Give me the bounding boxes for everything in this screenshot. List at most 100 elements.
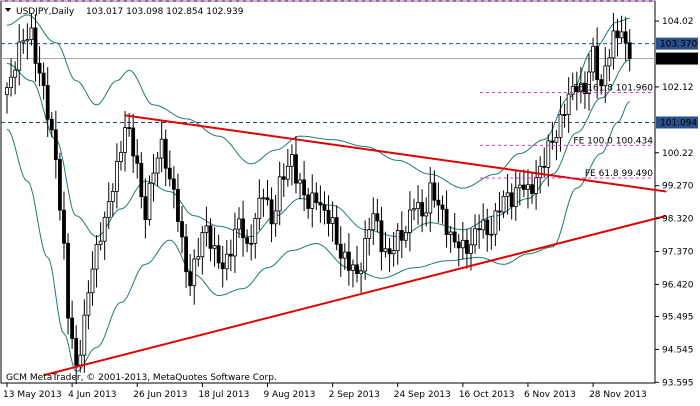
y-tick-label-4: 98.320 xyxy=(662,215,694,225)
candle-body-78 xyxy=(322,204,327,211)
candle-body-114 xyxy=(469,244,473,254)
candle-body-146 xyxy=(599,79,604,87)
symbol-label: USDJPY,Daily xyxy=(16,7,75,17)
y-tick-label-3: 99.270 xyxy=(662,182,694,192)
candle-body-88 xyxy=(363,238,368,272)
price-level-labels: 103.370 102.939 101.094 xyxy=(656,37,698,129)
price-box-label-1: 102.939 xyxy=(660,55,697,65)
candle-body-115 xyxy=(473,228,477,246)
candle-body-48 xyxy=(200,232,205,258)
candle-body-42 xyxy=(176,188,180,223)
candle-body-132 xyxy=(542,165,547,168)
y-tick-label-6: 96.420 xyxy=(662,280,694,290)
candle-body-121 xyxy=(497,210,502,213)
candle-body-12 xyxy=(53,129,58,160)
candle-body-102 xyxy=(420,202,425,217)
candle-body-91 xyxy=(375,213,380,222)
bollinger-upper-band xyxy=(6,14,630,189)
candle-body-56 xyxy=(233,228,237,257)
price-box-label-0: 103.370 xyxy=(660,40,697,50)
candle-body-16 xyxy=(70,317,75,339)
candle-body-71 xyxy=(294,154,298,184)
candle-body-97 xyxy=(399,230,404,241)
symbol-arrow-icon xyxy=(5,8,11,12)
candle-body-96 xyxy=(395,230,400,251)
ohlc-values: 103.017 103.098 102.854 102.939 xyxy=(86,7,244,17)
candle-body-110 xyxy=(452,231,457,243)
x-tick-label-6: 24 Sep 2013 xyxy=(394,390,451,400)
x-tick-label-9: 28 Nov 2013 xyxy=(589,390,647,400)
candle-body-72 xyxy=(298,179,302,184)
x-tick-label-8: 6 Nov 2013 xyxy=(524,390,576,400)
candle-body-6 xyxy=(29,27,34,40)
x-tick-label-1: 4 Jun 2013 xyxy=(68,390,116,400)
x-tick-label-4: 9 Aug 2013 xyxy=(263,390,315,400)
candle-body-144 xyxy=(591,45,595,73)
candle-body-52 xyxy=(216,245,221,264)
x-tick-label-3: 18 Jul 2013 xyxy=(198,390,249,400)
candle-body-101 xyxy=(416,202,420,210)
candle-body-50 xyxy=(208,225,213,249)
candle-body-151 xyxy=(619,31,624,39)
candle-body-80 xyxy=(330,217,335,224)
horizontal-levels xyxy=(1,0,655,123)
candle-body-83 xyxy=(342,251,347,259)
candle-body-107 xyxy=(440,204,445,210)
y-tick-label-9: 93.595 xyxy=(662,378,694,388)
candle-body-113 xyxy=(465,239,469,254)
candle-body-124 xyxy=(509,192,514,207)
candle-body-47 xyxy=(196,256,201,260)
candle-body-45 xyxy=(188,271,193,287)
candle-body-79 xyxy=(326,209,331,224)
candle-body-61 xyxy=(253,218,258,244)
x-axis-ticks: 13 May 2013 4 Jun 2013 26 Jun 2013 18 Jul 2… xyxy=(3,383,647,400)
candle-body-13 xyxy=(58,159,62,211)
candle-body-119 xyxy=(489,233,494,236)
candle-body-35 xyxy=(147,182,152,221)
price-box-0 xyxy=(656,37,698,50)
x-tick-label-7: 16 Oct 2013 xyxy=(459,390,515,400)
candle-body-22 xyxy=(94,244,99,270)
candle-body-82 xyxy=(338,243,343,259)
candle-body-65 xyxy=(269,199,274,225)
y-tick-label-5: 97.370 xyxy=(662,248,694,258)
candle-body-67 xyxy=(277,176,282,212)
candle-body-20 xyxy=(86,292,91,316)
candle-body-14 xyxy=(62,209,66,244)
y-tick-label-7: 95.495 xyxy=(662,312,694,322)
candle-body-60 xyxy=(249,242,254,245)
candle-body-138 xyxy=(566,93,571,116)
candle-body-149 xyxy=(611,30,616,59)
candle-body-29 xyxy=(123,127,127,153)
candle-body-17 xyxy=(74,338,79,366)
candle-body-40 xyxy=(167,167,172,180)
candle-body-111 xyxy=(456,241,461,249)
candle-body-34 xyxy=(143,196,148,221)
candle-body-3 xyxy=(17,41,22,71)
candle-body-136 xyxy=(558,114,563,138)
candle-body-10 xyxy=(45,85,50,120)
fe-level-label-0: FE 161.8 101.960 xyxy=(573,83,653,93)
candle-body-84 xyxy=(346,251,351,271)
upper-trendline xyxy=(124,114,667,193)
candle-body-41 xyxy=(171,178,176,190)
candle-body-131 xyxy=(538,165,543,178)
candle-body-55 xyxy=(228,253,233,257)
candle-body-108 xyxy=(444,208,449,235)
candle-body-117 xyxy=(481,219,486,231)
candle-body-94 xyxy=(387,248,392,255)
fibonacci-expansion-labels: FE 161.8 101.960 FE 100.0 100.434 FE 61.8 … xyxy=(480,83,655,179)
candle-body-81 xyxy=(334,217,339,245)
candle-body-142 xyxy=(583,82,587,94)
candle-body-23 xyxy=(98,240,103,245)
candle-body-90 xyxy=(371,213,376,231)
candle-body-139 xyxy=(570,86,575,95)
candle-body-74 xyxy=(306,194,311,209)
candle-body-18 xyxy=(78,354,83,366)
candle-body-19 xyxy=(82,314,87,356)
candle-body-0 xyxy=(5,87,9,95)
price-box-label-2: 101.094 xyxy=(660,118,697,128)
candle-body-2 xyxy=(13,69,18,78)
candle-body-89 xyxy=(367,229,372,239)
